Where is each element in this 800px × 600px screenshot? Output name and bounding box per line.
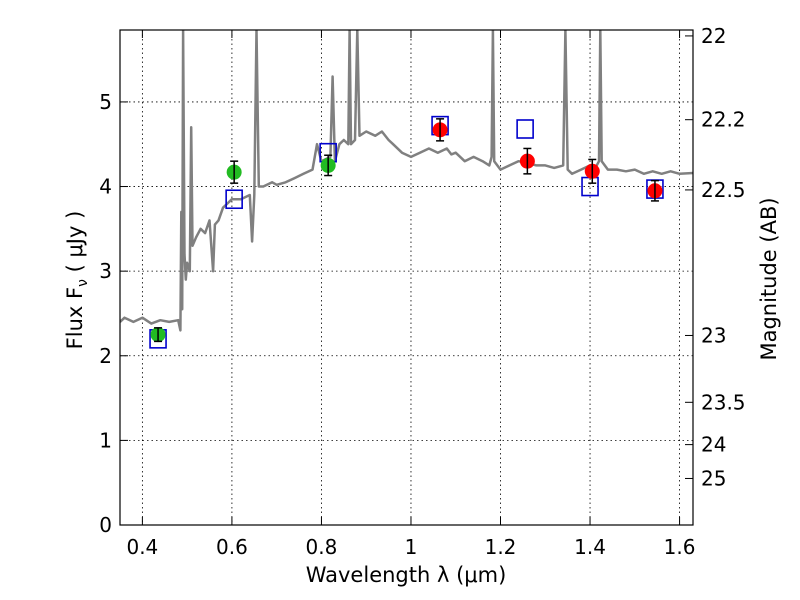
y-tick-label: 2 xyxy=(99,344,112,368)
model-photometry-series xyxy=(149,115,664,349)
x-tick-label: 1.2 xyxy=(485,535,517,559)
y-axis-title-sub: ν xyxy=(75,279,91,287)
spectrum-line xyxy=(120,30,693,332)
y-tick-label: 3 xyxy=(99,259,112,283)
y2-tick-label: 23 xyxy=(701,323,726,347)
y-tick-label: 4 xyxy=(99,175,112,199)
plot-frame xyxy=(119,29,694,526)
y2-tick-label: 24 xyxy=(701,433,726,457)
model-square-point xyxy=(225,189,243,210)
y2-axis-title: Magnitude (AB) xyxy=(757,197,781,360)
y-axis-title: Flux Fν ( μJy ) xyxy=(63,211,91,350)
x-tick-label: 1 xyxy=(405,535,418,559)
model-square-point xyxy=(516,119,534,139)
spectrum-series xyxy=(120,30,693,332)
y2-tick-label: 23.5 xyxy=(701,390,746,414)
y2-tick-label: 22 xyxy=(701,24,726,48)
y-axis-title-unit: ( μJy ) xyxy=(63,211,87,279)
y-tick-label: 0 xyxy=(99,513,112,537)
y-tick-label: 5 xyxy=(99,90,112,114)
observed-photometry-series xyxy=(150,118,663,343)
x-axis-title: Wavelength λ (μm) xyxy=(306,563,507,587)
x-tick-label: 0.4 xyxy=(126,535,158,559)
x-tick-labels: 0.4 0.6 0.8 1 1.2 1.4 1.6 xyxy=(126,535,695,559)
axis-ticks xyxy=(120,30,693,526)
y2-tick-label: 22.2 xyxy=(701,108,746,132)
y2-tick-label: 25 xyxy=(701,466,726,490)
y-tick-labels: 0 1 2 3 4 5 xyxy=(99,90,112,537)
grid-lines xyxy=(120,30,693,525)
y-tick-label: 1 xyxy=(99,428,112,452)
x-tick-label: 0.6 xyxy=(216,535,248,559)
x-tick-label: 0.8 xyxy=(306,535,338,559)
y-axis-title-main: Flux F xyxy=(63,287,87,349)
y2-tick-labels: 25 24 23.5 23 22.5 22.2 22 xyxy=(701,24,746,491)
y2-tick-label: 22.5 xyxy=(701,178,746,202)
x-tick-label: 1.6 xyxy=(664,535,696,559)
x-tick-label: 1.4 xyxy=(574,535,606,559)
